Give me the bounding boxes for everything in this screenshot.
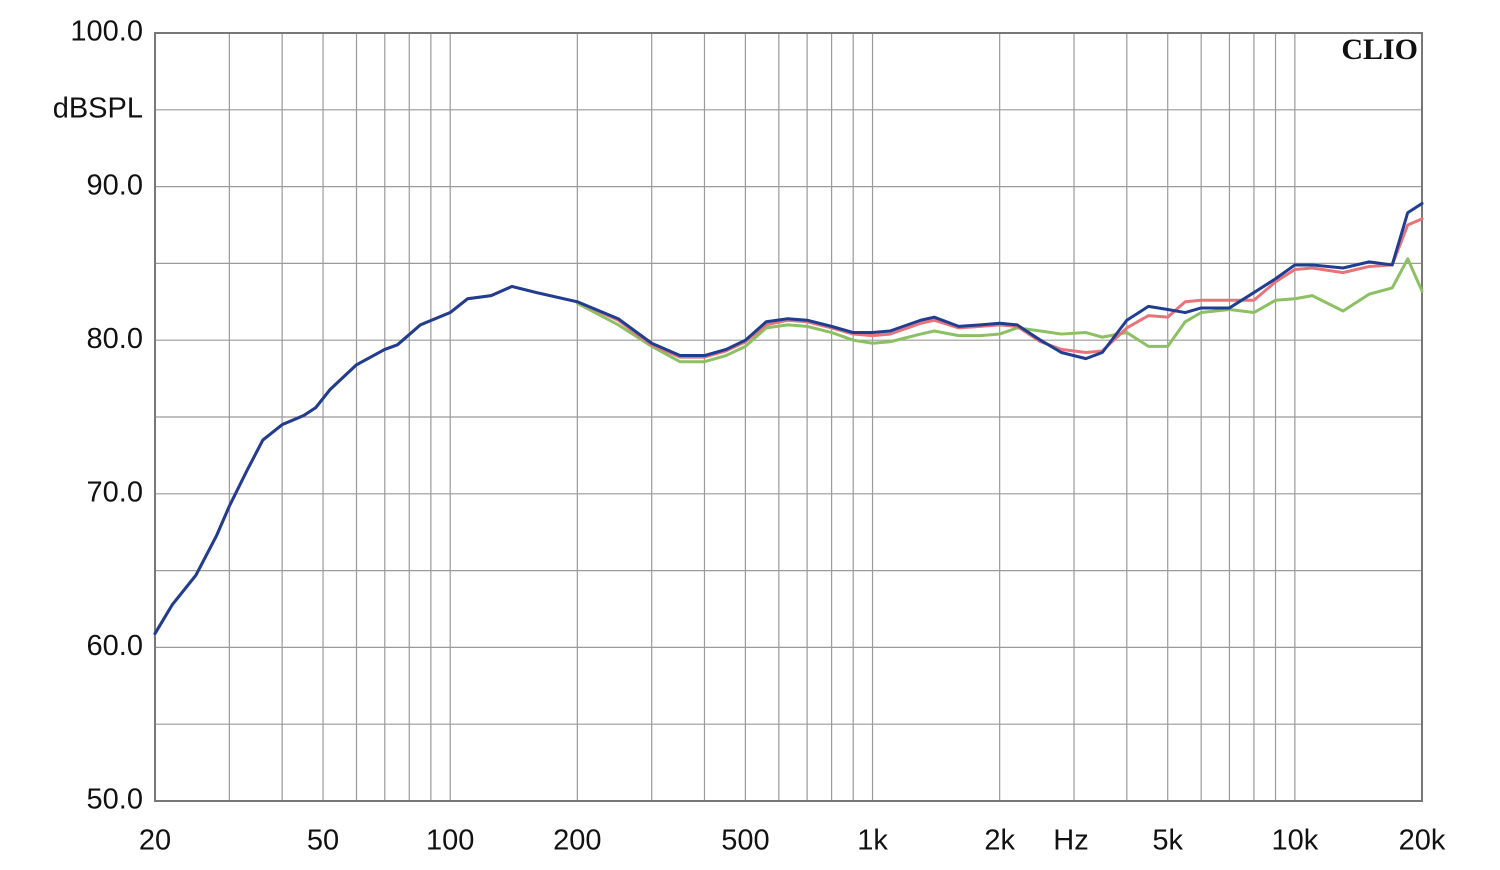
x-tick-label: 500: [721, 825, 769, 857]
x-tick-label: 20: [139, 825, 171, 857]
x-tick-label: 200: [553, 825, 601, 857]
x-tick-label: 10k: [1271, 825, 1318, 857]
response-curve: [153, 202, 1424, 636]
x-tick-label: 50: [307, 825, 339, 857]
response-curve: [153, 217, 1424, 636]
annotation: CLIO: [1341, 33, 1418, 66]
y-tick-label: 90.0: [87, 169, 143, 201]
x-tick-label: 2k: [984, 825, 1015, 857]
x-tick-label: 1k: [857, 825, 888, 857]
x-axis-label: Hz: [1053, 825, 1088, 857]
x-tick-label: 20k: [1399, 825, 1446, 857]
y-tick-label: 100.0: [70, 16, 143, 48]
y-tick-label: 50.0: [87, 784, 143, 816]
y-tick-label: 80.0: [87, 323, 143, 355]
y-axis-label: dBSPL: [53, 93, 143, 125]
plot-border: [154, 32, 1423, 802]
x-tick-label: 5k: [1152, 825, 1183, 857]
y-tick-label: 70.0: [87, 476, 143, 508]
x-tick-label: 100: [426, 825, 474, 857]
y-tick-label: 60.0: [87, 630, 143, 662]
